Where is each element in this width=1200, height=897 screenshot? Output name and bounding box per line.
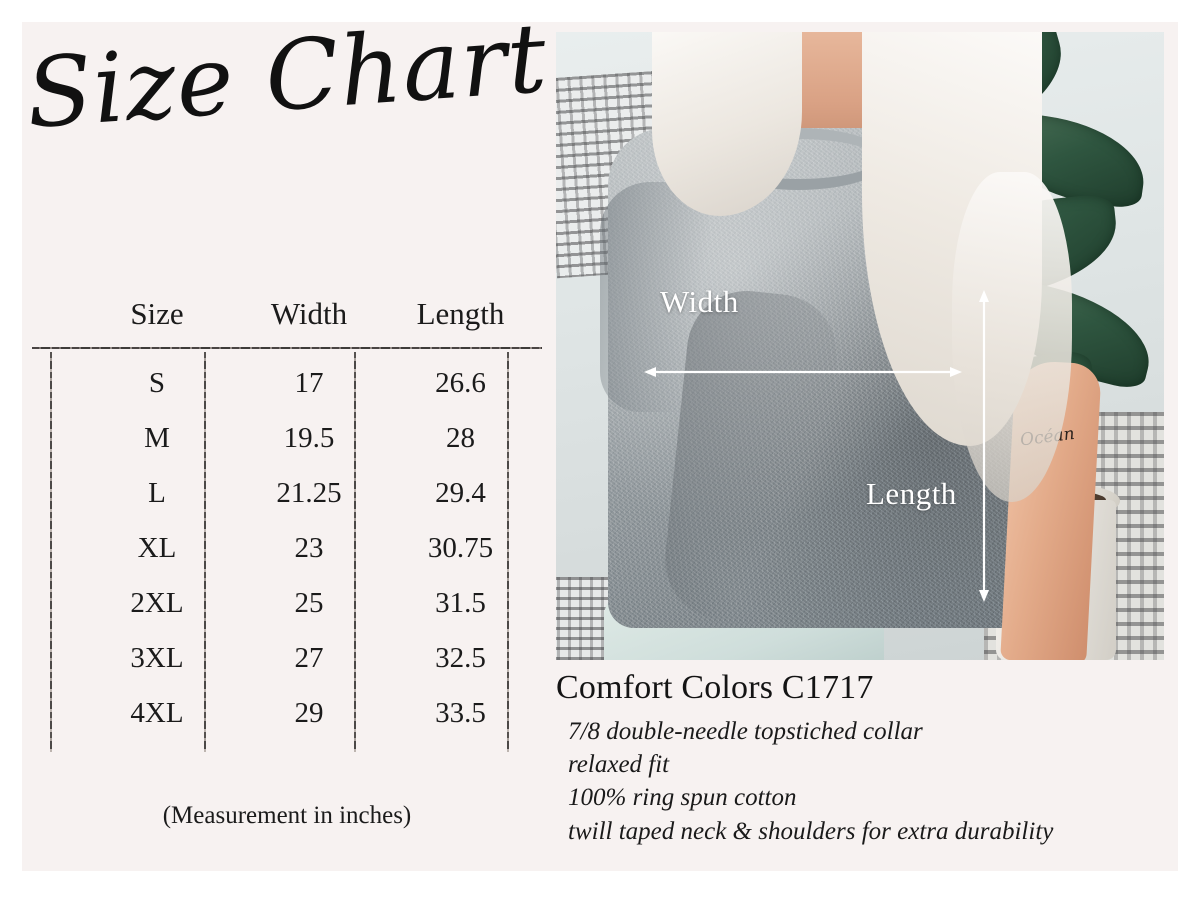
table-row: S 17 26.6 [32,356,542,411]
model-hair-strand [952,172,1072,502]
left-column: Size Chart Size Width Length S 17 26.6 [22,2,556,871]
content-panel: Size Chart Size Width Length S 17 26.6 [22,2,1178,871]
cell-width: 19.5 [283,422,335,454]
table-body: S 17 26.6 M 19.5 28 L 21.25 29.4 [32,356,542,741]
cell-length: 33.5 [435,697,486,729]
table-header-row: Size Width Length [32,290,542,348]
table-divider-width [354,352,356,752]
cell-width: 21.25 [276,477,342,509]
product-feature-list: 7/8 double-needle topstiched collar rela… [556,715,1170,848]
product-feature: 100% ring spun cotton [568,784,797,812]
product-feature: relaxed fit [568,751,670,779]
size-table: Size Width Length S 17 26.6 M [32,290,542,760]
cell-size: 3XL [130,642,184,674]
column-header-width: Width [270,296,348,331]
length-double-arrow-icon [979,290,989,602]
cell-size: 4XL [130,697,184,729]
cell-size: XL [137,532,177,564]
cell-length: 28 [446,422,475,454]
cell-width: 27 [294,642,324,674]
table-header-rule [32,347,542,349]
table-row: XL 23 30.75 [32,521,542,576]
table-row: M 19.5 28 [32,411,542,466]
cell-length: 29.4 [435,477,486,509]
cell-length: 30.75 [427,532,494,564]
table-row: 2XL 25 31.5 [32,576,542,631]
model-hair-left [652,32,802,216]
cell-length: 26.6 [435,367,486,399]
cell-size: 2XL [130,587,184,619]
cell-size: L [148,477,166,509]
column-header-length: Length [416,296,505,331]
column-header-size: Size [130,296,184,331]
table-row: 3XL 27 32.5 [32,631,542,686]
table-divider-size [204,352,206,752]
measurement-note: (Measurement in inches) [162,802,412,829]
cell-size: S [148,367,166,399]
product-title: Comfort Colors C1717 [556,669,874,706]
cell-width: 29 [294,697,324,729]
page-title: Size Chart [22,1,551,150]
cell-length: 31.5 [435,587,486,619]
product-feature: twill taped neck & shoulders for extra d… [568,817,1054,845]
length-annotation-label: Length [866,476,957,511]
table-row: L 21.25 29.4 [32,466,542,521]
product-info: Comfort Colors C1717 7/8 double-needle t… [556,668,1170,848]
cell-size: M [144,422,170,454]
cell-width: 25 [294,587,324,619]
width-double-arrow-icon [644,367,962,377]
cell-width: 23 [294,532,324,564]
table-row: 4XL 29 33.5 [32,686,542,741]
table-divider-left [50,352,52,752]
table-divider-right [507,352,509,752]
width-annotation-label: Width [660,284,739,319]
cell-width: 17 [294,367,324,399]
cell-length: 32.5 [435,642,486,674]
product-feature: 7/8 double-needle topstiched collar [568,717,923,745]
product-photo: Océan Width Length [556,32,1164,660]
